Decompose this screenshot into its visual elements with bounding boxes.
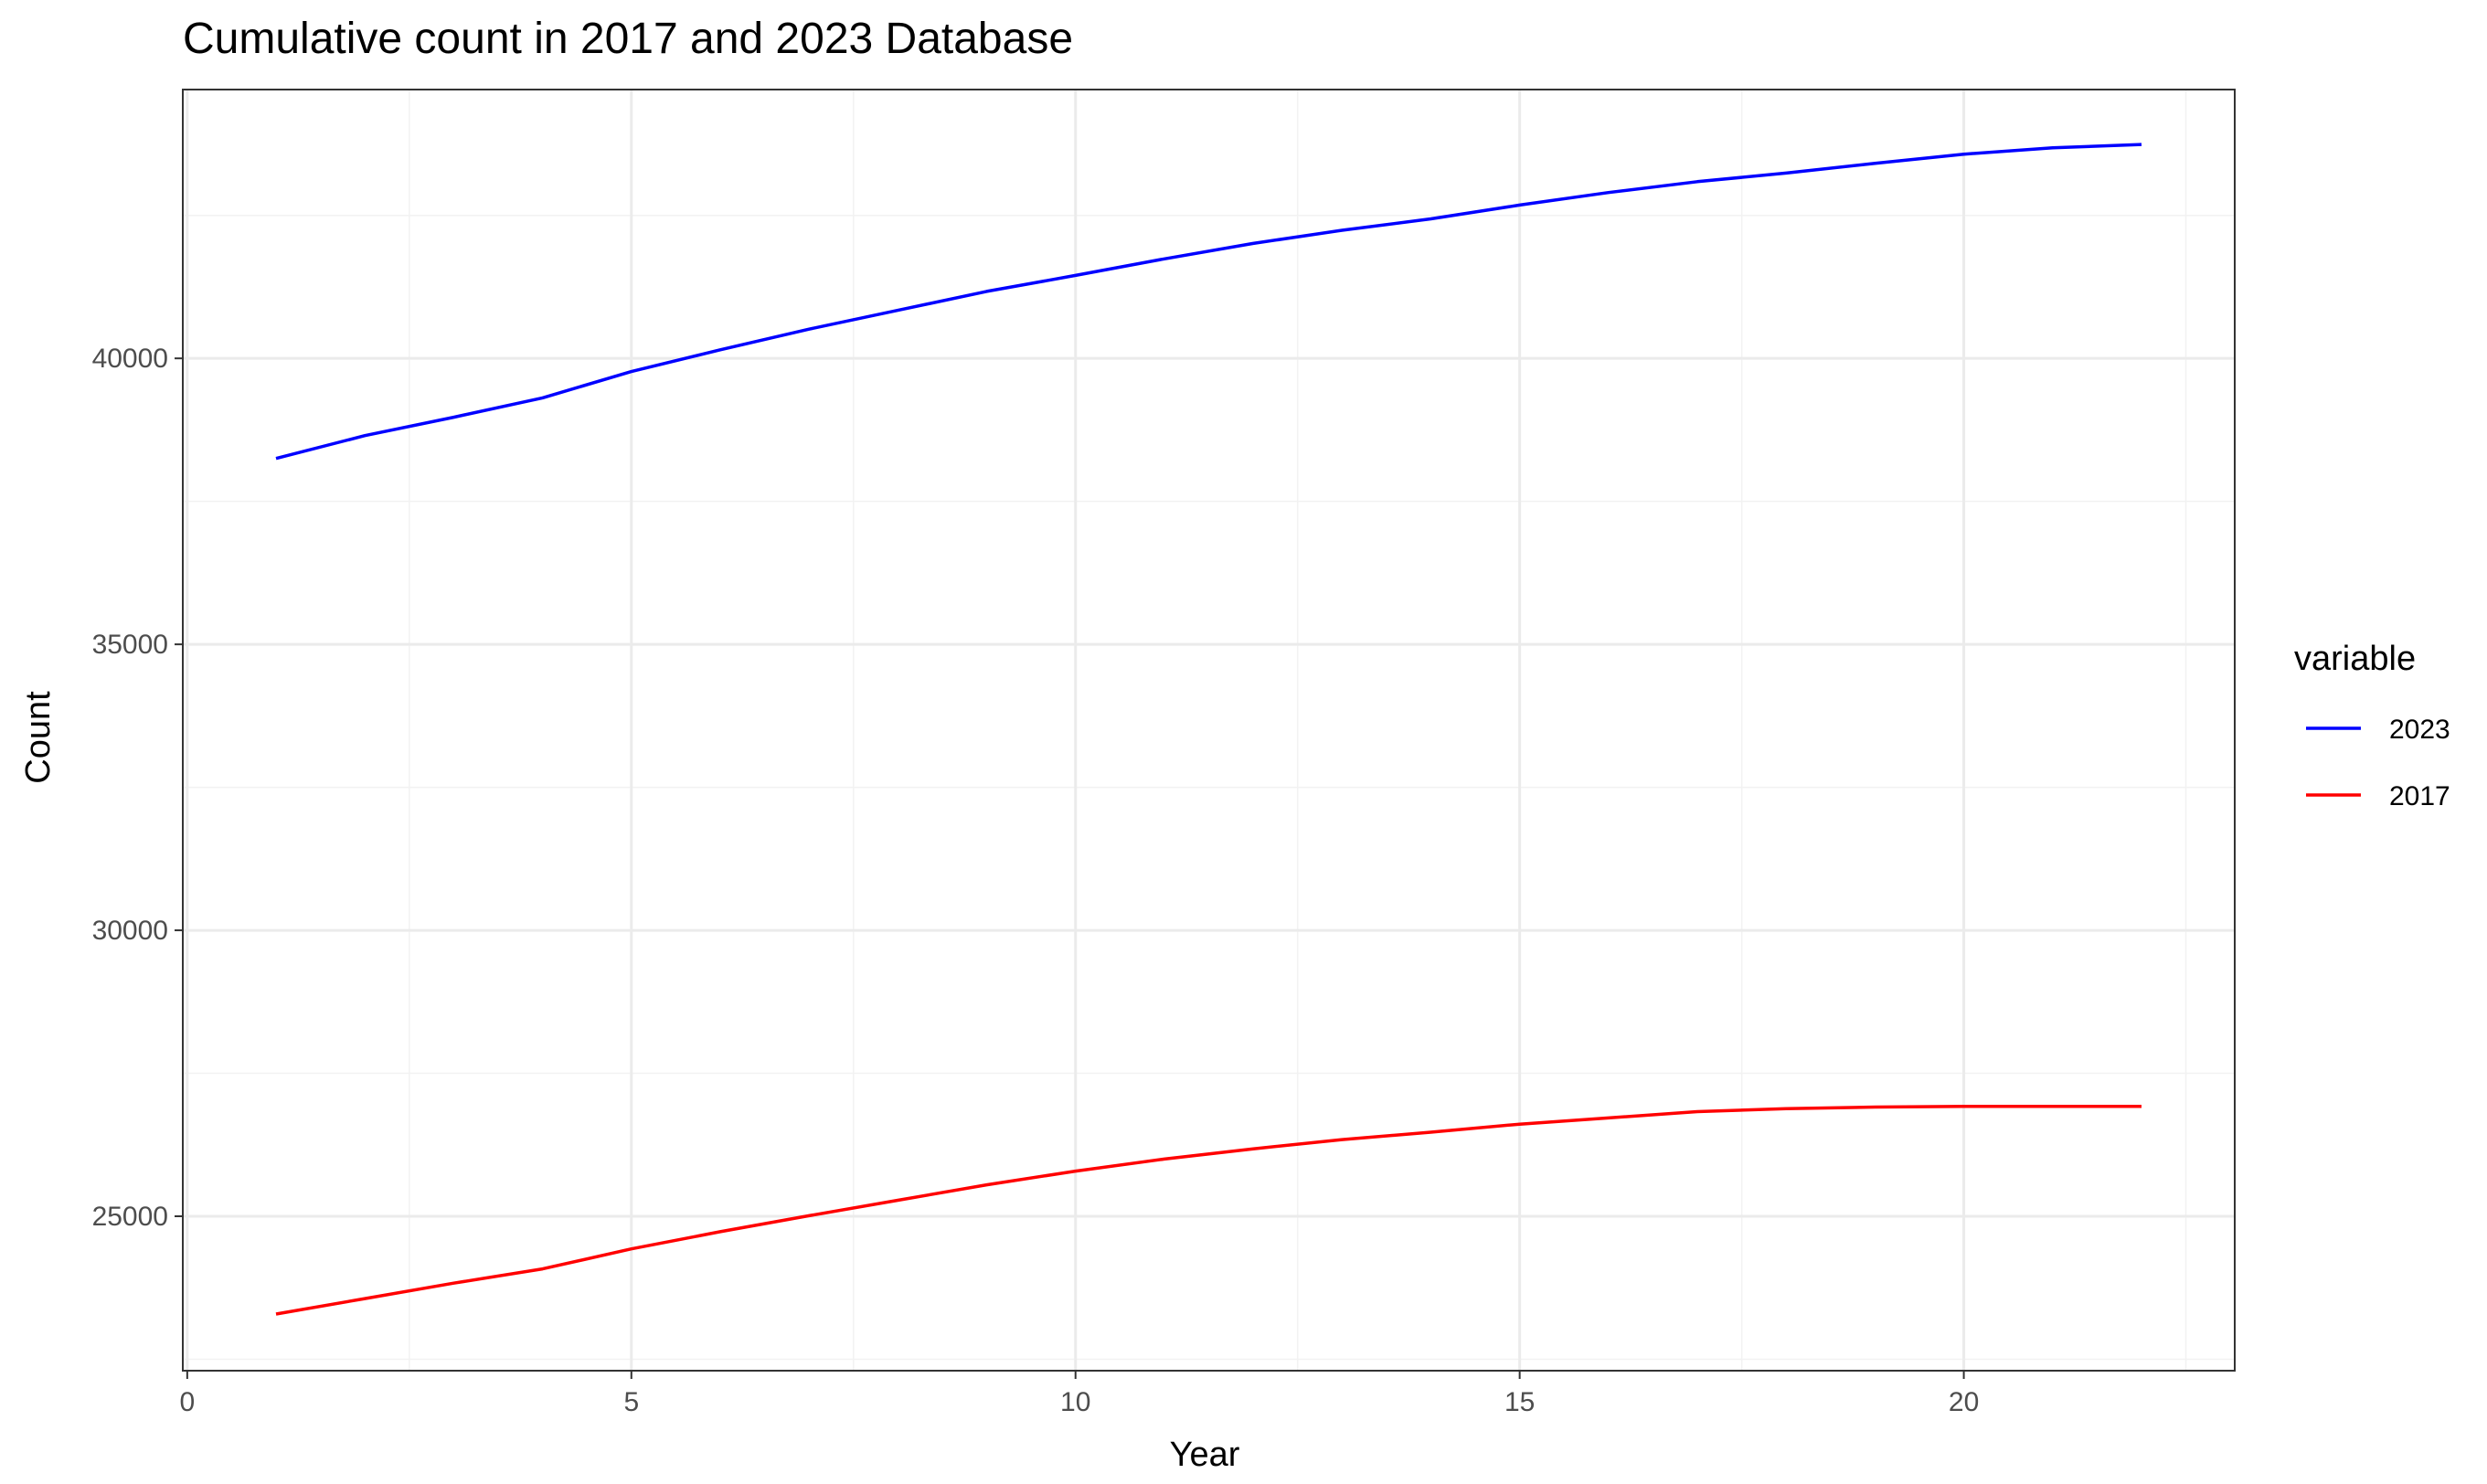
panel-border bbox=[182, 89, 2236, 1372]
legend: variable 2023 2017 bbox=[2294, 640, 2450, 811]
y-axis-title: Count bbox=[19, 691, 58, 784]
y-tick-label: 25000 bbox=[92, 1202, 168, 1232]
legend-title: variable bbox=[2294, 640, 2416, 678]
legend-label-2023: 2023 bbox=[2389, 715, 2450, 745]
series-layer bbox=[275, 143, 2142, 1316]
chart-title: Cumulative count in 2017 and 2023 Databa… bbox=[183, 15, 1073, 63]
y-tick-label: 35000 bbox=[92, 630, 168, 660]
axis-layer: 0 5 10 15 20 25000 30000 35000 40000 bbox=[92, 344, 1980, 1417]
legend-label-2017: 2017 bbox=[2389, 781, 2450, 811]
x-tick-label: 5 bbox=[623, 1387, 639, 1417]
x-tick-label: 0 bbox=[180, 1387, 196, 1417]
series-line-2017 bbox=[275, 1105, 2142, 1316]
series-line-2023 bbox=[275, 143, 2142, 461]
x-tick-label: 10 bbox=[1060, 1387, 1090, 1417]
y-tick-label: 40000 bbox=[92, 344, 168, 374]
x-tick-label: 15 bbox=[1504, 1387, 1535, 1417]
x-tick-label: 20 bbox=[1949, 1387, 1979, 1417]
grid-layer bbox=[183, 90, 2235, 1371]
y-tick-label: 30000 bbox=[92, 916, 168, 946]
x-axis-title: Year bbox=[1170, 1436, 1240, 1474]
